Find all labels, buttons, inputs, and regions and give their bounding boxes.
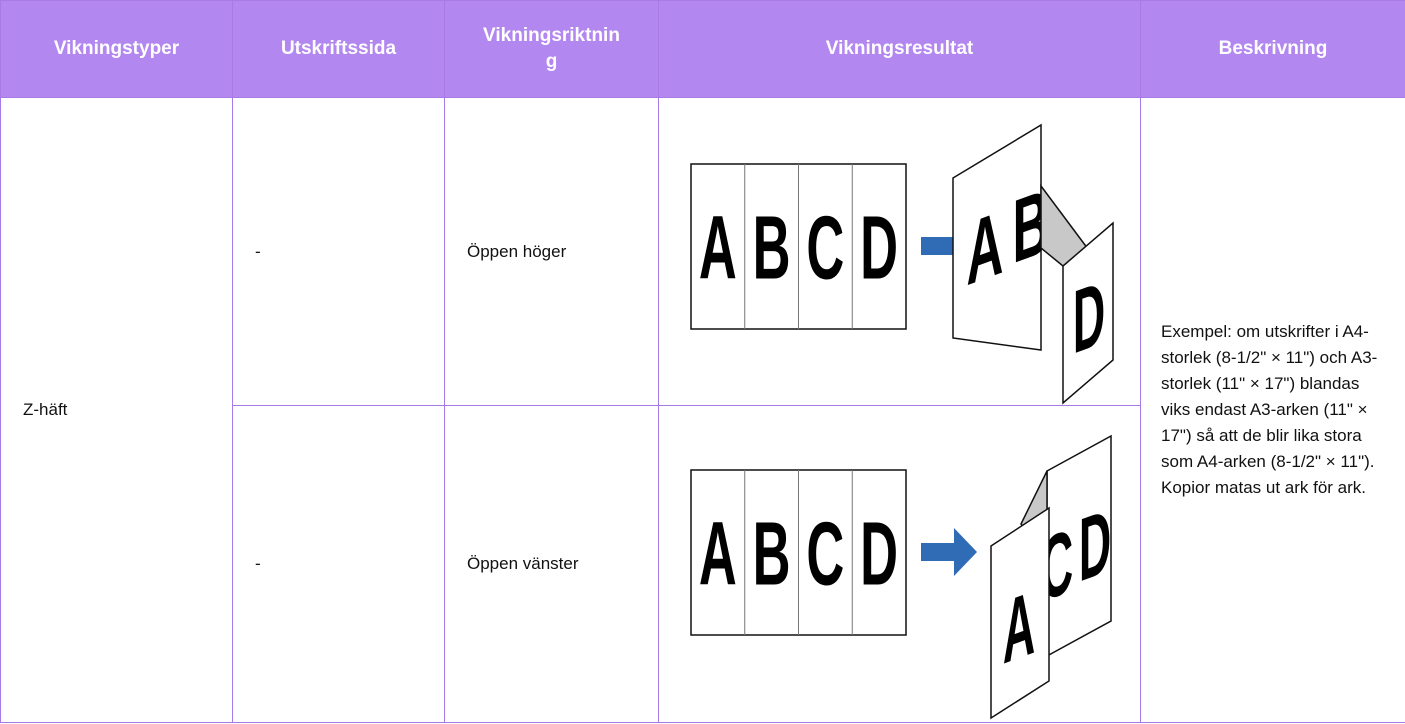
fold-letter: C <box>806 504 844 604</box>
fold-letter: B <box>753 504 791 604</box>
print-side: - <box>232 97 445 406</box>
folded-panel <box>952 123 1042 351</box>
header-text: Vikningsriktning <box>483 25 620 72</box>
fold-letter: A <box>699 198 737 298</box>
fold-type: Z-häft <box>0 97 233 723</box>
fold-direction: Öppen vänster <box>444 405 659 723</box>
header: Vikningstyper <box>0 0 233 98</box>
fold-illustration: A B C D C DA <box>690 434 1112 720</box>
fold-letter: B <box>753 198 791 298</box>
description: Exempel: om utskrifter i A4-storlek (8-1… <box>1140 97 1405 723</box>
fold-letter: D <box>1073 262 1105 374</box>
arrow <box>921 528 977 576</box>
print-side: - <box>232 405 445 723</box>
folded-sheet: A BD <box>952 123 1114 405</box>
header: Beskrivning <box>1140 0 1405 98</box>
folded-panel <box>990 506 1050 720</box>
header-row: Vikningstyper Utskriftssida Vikningsrikt… <box>0 0 1405 98</box>
folded-sheet: C DA <box>990 434 1112 720</box>
fold-letter: D <box>860 198 898 298</box>
header-text: Utskriftssida <box>280 38 397 59</box>
fold-letter: C <box>806 198 844 298</box>
fold-letter: D <box>860 504 898 604</box>
fold-direction: Öppen höger <box>444 97 659 406</box>
fold-letter: A <box>967 191 1004 305</box>
fold-letter: A <box>1003 572 1035 684</box>
fold-illustration: A B C D A BD <box>690 123 1114 405</box>
header: Vikningsresultat <box>658 0 1141 98</box>
fold-letter: D <box>1079 490 1111 602</box>
folded-panel <box>1062 221 1114 405</box>
header: Vikningsriktning <box>444 0 659 98</box>
fold-letter: A <box>699 504 737 604</box>
header: Utskriftssida <box>232 0 445 98</box>
